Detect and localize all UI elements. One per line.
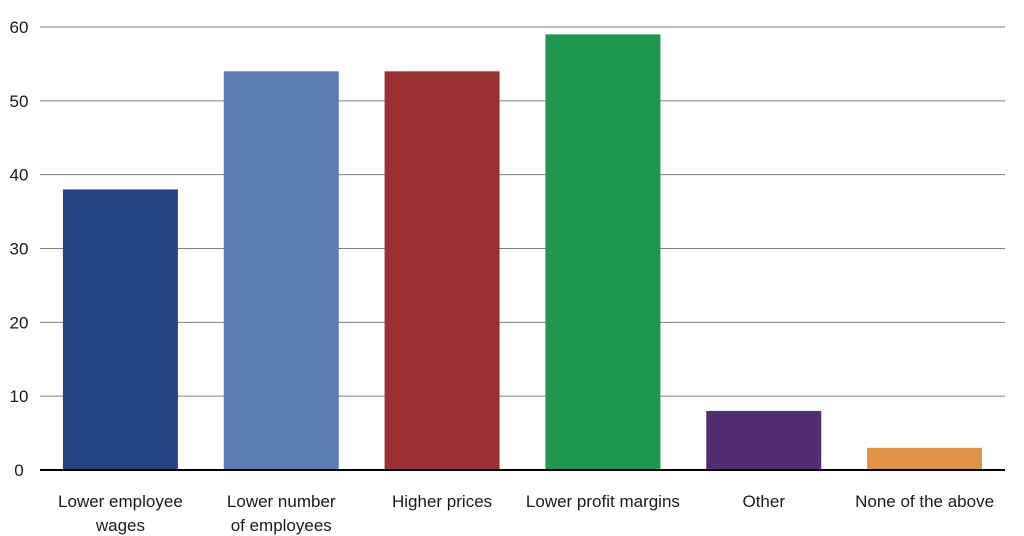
category-label-line: Lower employee (58, 492, 183, 511)
category-label: Other (742, 492, 785, 511)
bar-4 (706, 410, 822, 470)
y-tick-label: 20 (10, 313, 29, 332)
y-tick-label: 40 (10, 166, 29, 185)
category-label: Lower employee wages (58, 492, 183, 535)
bars (62, 34, 983, 471)
y-tick-label: 50 (10, 92, 29, 111)
y-axis: 0 10 20 30 40 50 60 (10, 18, 29, 480)
category-label: None of the above (855, 492, 994, 511)
category-label-line: Other (742, 492, 785, 511)
category-label: Lower profit margins (526, 492, 680, 511)
category-label: Lower number of employees (227, 492, 336, 535)
category-label-line: Lower number (227, 492, 336, 511)
x-axis: Lower employee wages Lower number of employ… (40, 469, 1005, 535)
category-label-line: wages (95, 516, 145, 535)
bar-3 (545, 34, 661, 471)
category-label-line: Higher prices (392, 492, 492, 511)
category-label: Higher prices (392, 492, 492, 511)
category-label-line: Lower profit margins (526, 492, 680, 511)
bar-1 (223, 71, 339, 471)
bar-5 (867, 447, 983, 470)
gridlines (40, 26, 1005, 397)
bar-2 (384, 71, 500, 471)
y-tick-label: 60 (10, 18, 29, 37)
category-label-line: None of the above (855, 492, 994, 511)
y-tick-label: 30 (10, 240, 29, 259)
category-label-line: of employees (231, 516, 332, 535)
bar-0 (62, 189, 178, 470)
y-tick-label: 10 (10, 387, 29, 406)
y-tick-label: 0 (14, 461, 23, 480)
